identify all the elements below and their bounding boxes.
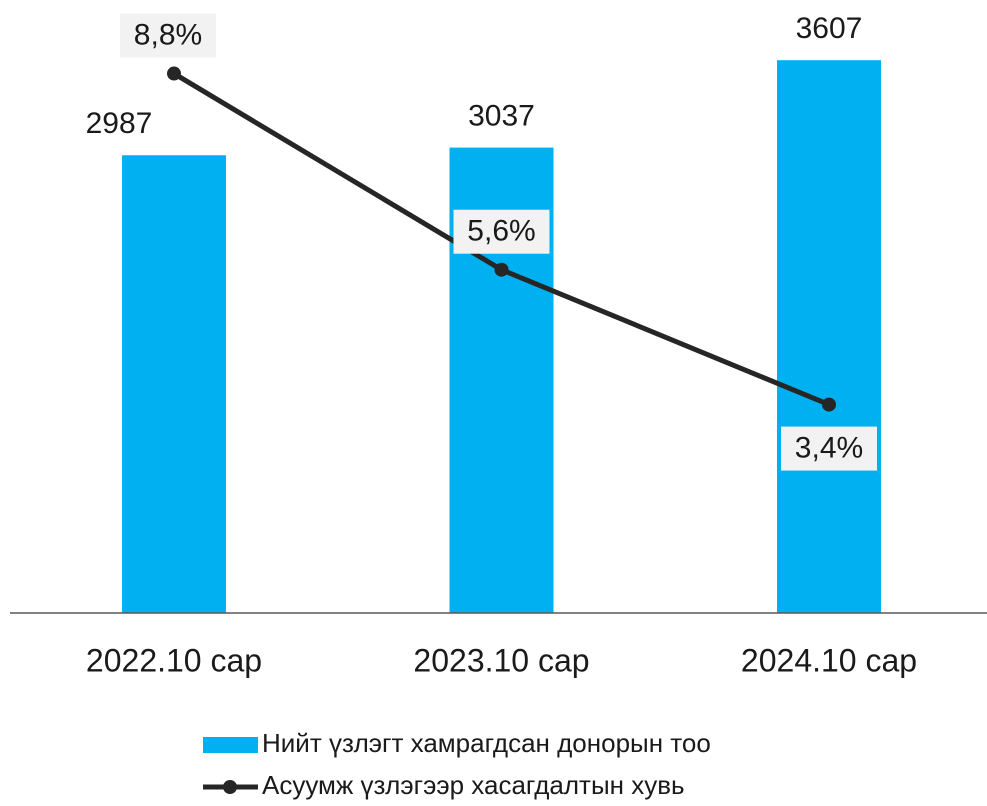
x-tick-label: 2023.10 сар [413, 642, 589, 678]
line-point [167, 66, 181, 81]
line-value-label: 8,8% [134, 18, 202, 51]
legend-marker [223, 780, 237, 794]
label-box [781, 426, 877, 471]
bar-value-label: 2987 [86, 107, 153, 140]
legend-label: Нийт үзлэгт хамрагдсан донорын тоо [262, 728, 711, 758]
line-point [822, 397, 836, 412]
line-point [494, 262, 509, 277]
legend-label: Асуумж үзлэгээр хасагдалтын хувь [262, 770, 685, 800]
label-box [120, 13, 216, 58]
x-tick-label: 2022.10 сар [86, 642, 262, 678]
label-box [453, 209, 550, 254]
bar-value-label: 3607 [796, 12, 863, 45]
bar [777, 60, 881, 614]
bar-value-label: 3037 [468, 100, 535, 133]
x-tick-label: 2024.10 сар [741, 642, 917, 678]
legend-swatch [203, 737, 258, 753]
line-value-label: 3,4% [795, 432, 863, 465]
line-value-label: 5,6% [467, 215, 535, 248]
bar [122, 155, 226, 613]
